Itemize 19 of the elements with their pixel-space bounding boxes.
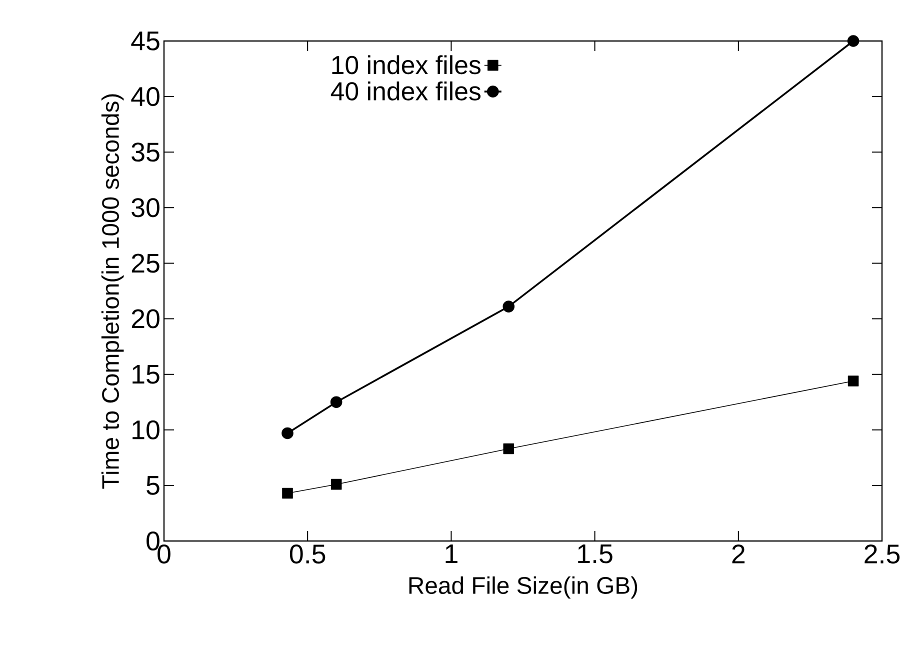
x-tick-label: 0.5	[290, 544, 326, 564]
y-tick-label: 25	[132, 254, 160, 273]
x-tick-label: 1	[446, 544, 458, 564]
y-tick-label: 45	[131, 32, 160, 50]
y-tick-label: 0	[146, 531, 160, 551]
legend-label: 10 index files	[332, 55, 481, 74]
x-tick-label: 2	[732, 544, 745, 564]
y-axis-title: Time to Completion(in 1000 seconds)	[101, 94, 124, 489]
y-tick-label: 35	[132, 142, 160, 162]
y-tick-label: 10	[132, 420, 160, 440]
y-tick-label: 15	[132, 364, 160, 384]
y-tick-label: 20	[132, 309, 160, 328]
legend-label: 40 index files	[330, 81, 481, 100]
x-axis-title: Read File Size(in GB)	[409, 576, 638, 599]
y-tick-label: 5	[146, 476, 160, 495]
y-tick-label: 30	[132, 198, 160, 218]
y-tick-label: 40	[131, 87, 160, 106]
x-tick-label: 2.5	[864, 544, 900, 564]
x-tick-label: 1.5	[578, 544, 612, 564]
